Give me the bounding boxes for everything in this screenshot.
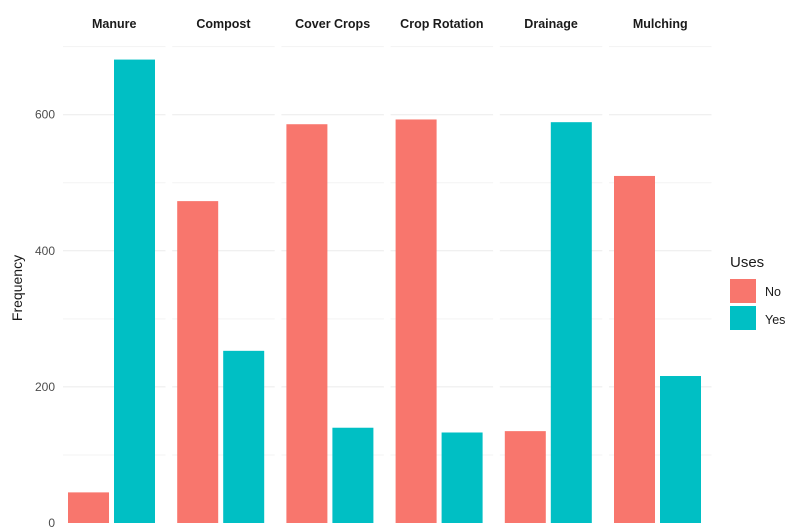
bar-yes: [550, 122, 592, 524]
bar-no: [614, 175, 655, 523]
bar-no: [68, 492, 109, 523]
facet-label: Drainage: [524, 17, 578, 31]
bar-yes: [660, 376, 701, 523]
facet-label: Compost: [196, 17, 251, 31]
bar-no: [177, 201, 219, 523]
y-axis: 0 200 400 600: [35, 108, 55, 529]
y-tick-label: 200: [35, 380, 55, 394]
facet-label: Crop Rotation: [400, 17, 483, 31]
legend-swatch-yes: [730, 306, 756, 330]
legend-label-no: No: [765, 285, 781, 299]
facet-panels: Manure Compost Cover Crops Crop Rotation Dra…: [68, 17, 701, 524]
bar-yes: [332, 427, 374, 523]
bar-yes: [223, 350, 265, 523]
bar-yes: [114, 59, 155, 523]
facet-label: Mulching: [633, 17, 688, 31]
legend-label-yes: Yes: [765, 313, 785, 327]
bar-no: [504, 431, 546, 523]
legend: Uses No Yes: [730, 254, 785, 330]
bar-no: [395, 119, 437, 523]
bar-yes: [441, 432, 483, 523]
legend-title: Uses: [730, 254, 764, 271]
facet-label: Cover Crops: [295, 17, 370, 31]
bar-no: [286, 124, 328, 524]
legend-swatch-no: [730, 279, 756, 303]
facet-label: Manure: [92, 17, 137, 31]
y-tick-label: 600: [35, 108, 55, 122]
y-tick-label: 0: [48, 516, 55, 529]
y-tick-label: 400: [35, 244, 55, 258]
y-axis-label: Frequency: [9, 255, 25, 321]
